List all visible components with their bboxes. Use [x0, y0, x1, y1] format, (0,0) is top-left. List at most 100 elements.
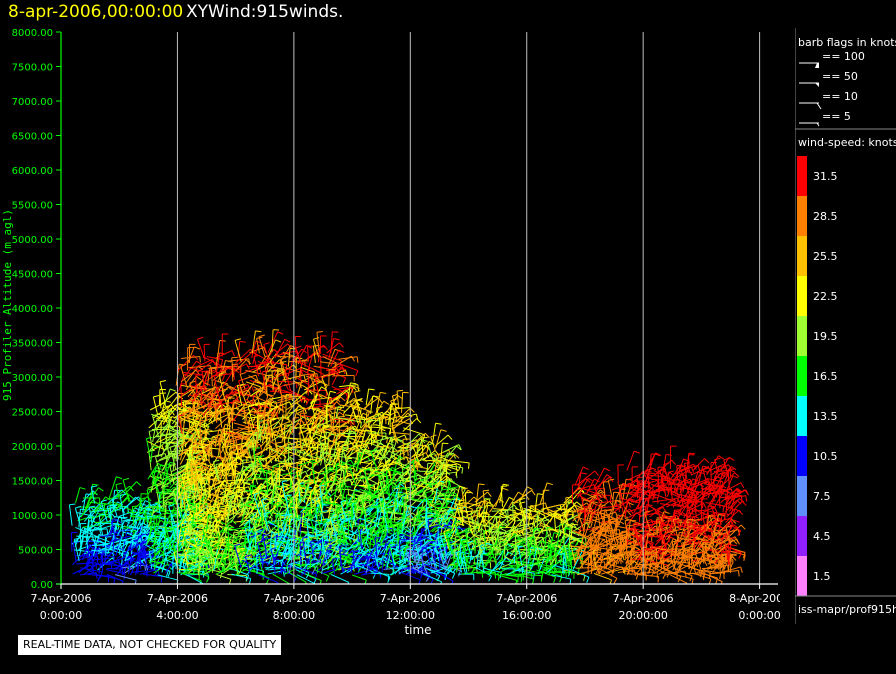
header-title: XYWind:915winds. [186, 2, 344, 22]
barb-staff [83, 496, 91, 513]
barb-staff [72, 542, 77, 562]
barb-staff [178, 477, 181, 495]
wind-barb-150 [110, 519, 118, 542]
barb-flag [129, 485, 134, 492]
barb-staff [152, 396, 158, 413]
barb-flag [136, 481, 142, 487]
barb-staff [140, 517, 145, 533]
wind-barb-401 [159, 379, 167, 404]
barb-flag [79, 487, 86, 490]
barb-staff [86, 520, 90, 541]
wind-barb-28 [74, 505, 82, 524]
barb-staff [97, 541, 121, 546]
barb-flag [99, 513, 106, 516]
barb-flag [73, 541, 80, 544]
barb-flag [107, 504, 114, 507]
barb-flag [239, 341, 246, 343]
barb-flag [134, 521, 138, 528]
barb-staff [271, 329, 274, 352]
barb-staff [107, 536, 115, 555]
barb-flag [127, 493, 130, 500]
barb-flag [119, 505, 121, 512]
barb-flag [91, 485, 98, 488]
barb-staff [159, 393, 162, 409]
barb-staff [121, 534, 139, 542]
barb-staff [234, 340, 242, 362]
barb-flag [166, 501, 173, 504]
barb-staff [86, 517, 90, 533]
barb-staff [120, 481, 137, 499]
wind-barb-138 [114, 574, 137, 584]
barb-staff [97, 574, 116, 579]
barb-flag [266, 401, 273, 404]
barb-flag [89, 520, 96, 522]
barb-flag [159, 379, 167, 383]
wind-barb-52 [86, 520, 96, 541]
barb-flag [274, 533, 281, 535]
barb-flag [134, 580, 137, 584]
barb-flag [144, 565, 147, 572]
barb-staff [134, 546, 142, 569]
barb-staff [130, 544, 133, 565]
wind-barb-73 [88, 505, 96, 527]
barb-staff [126, 532, 144, 542]
barb-flag [219, 572, 223, 579]
wind-barb-110 [106, 573, 124, 584]
barb-staff [95, 501, 114, 509]
barb-flag [253, 447, 260, 449]
barb-staff [160, 421, 162, 443]
barb-flag [118, 559, 121, 566]
barb-flag [115, 482, 122, 486]
barb-staff [137, 500, 146, 518]
wind-barb-170 [120, 481, 142, 499]
barb-flag [144, 531, 151, 535]
barb-staff [110, 521, 117, 542]
barb-staff [112, 485, 130, 500]
barb-flag [122, 477, 130, 481]
barb-staff [109, 545, 129, 554]
barb-staff [134, 503, 142, 522]
barb-staff [115, 524, 135, 533]
wind-barb-80 [94, 496, 111, 513]
barb-staff [111, 499, 118, 518]
barb-flag [196, 375, 202, 381]
wind-barb-873 [196, 336, 205, 359]
barb-staff [98, 553, 104, 574]
barb-staff [122, 532, 128, 552]
wind-barb-100 [100, 502, 121, 512]
barb-flag [234, 402, 241, 406]
wind-barb-105 [98, 513, 106, 536]
barb-staff [80, 567, 102, 573]
barb-flag [277, 331, 284, 335]
wind-barb-23 [80, 567, 103, 578]
barb-staff [275, 374, 283, 397]
barb-staff [154, 547, 156, 570]
barb-flag [233, 531, 241, 534]
barb-flag [275, 339, 282, 343]
barb-flag [146, 570, 148, 577]
wind-barb-56 [87, 487, 104, 504]
barb-flag [120, 544, 123, 551]
wind-barb-194 [122, 477, 130, 503]
barb-staff [126, 507, 136, 527]
barb-flag [193, 418, 200, 421]
barb-staff [98, 515, 104, 536]
barb-staff [108, 501, 118, 518]
barb-flag [146, 436, 153, 440]
barb-flag [231, 356, 238, 359]
barb-staff [115, 484, 120, 500]
barb-staff [108, 555, 129, 564]
barb-staff [121, 527, 141, 532]
barb-flag [111, 519, 118, 523]
wind-barb-157 [115, 482, 122, 500]
wind-barb-222 [137, 500, 151, 518]
barb-flag [98, 487, 104, 492]
wind-barb-137 [112, 485, 134, 500]
barb-staff [131, 570, 147, 573]
barb-staff [83, 562, 99, 576]
barb-staff [87, 544, 90, 561]
barb-flag [255, 330, 262, 333]
barb-staff [216, 574, 232, 580]
barb-flag [206, 576, 210, 583]
barb-staff [128, 525, 145, 531]
